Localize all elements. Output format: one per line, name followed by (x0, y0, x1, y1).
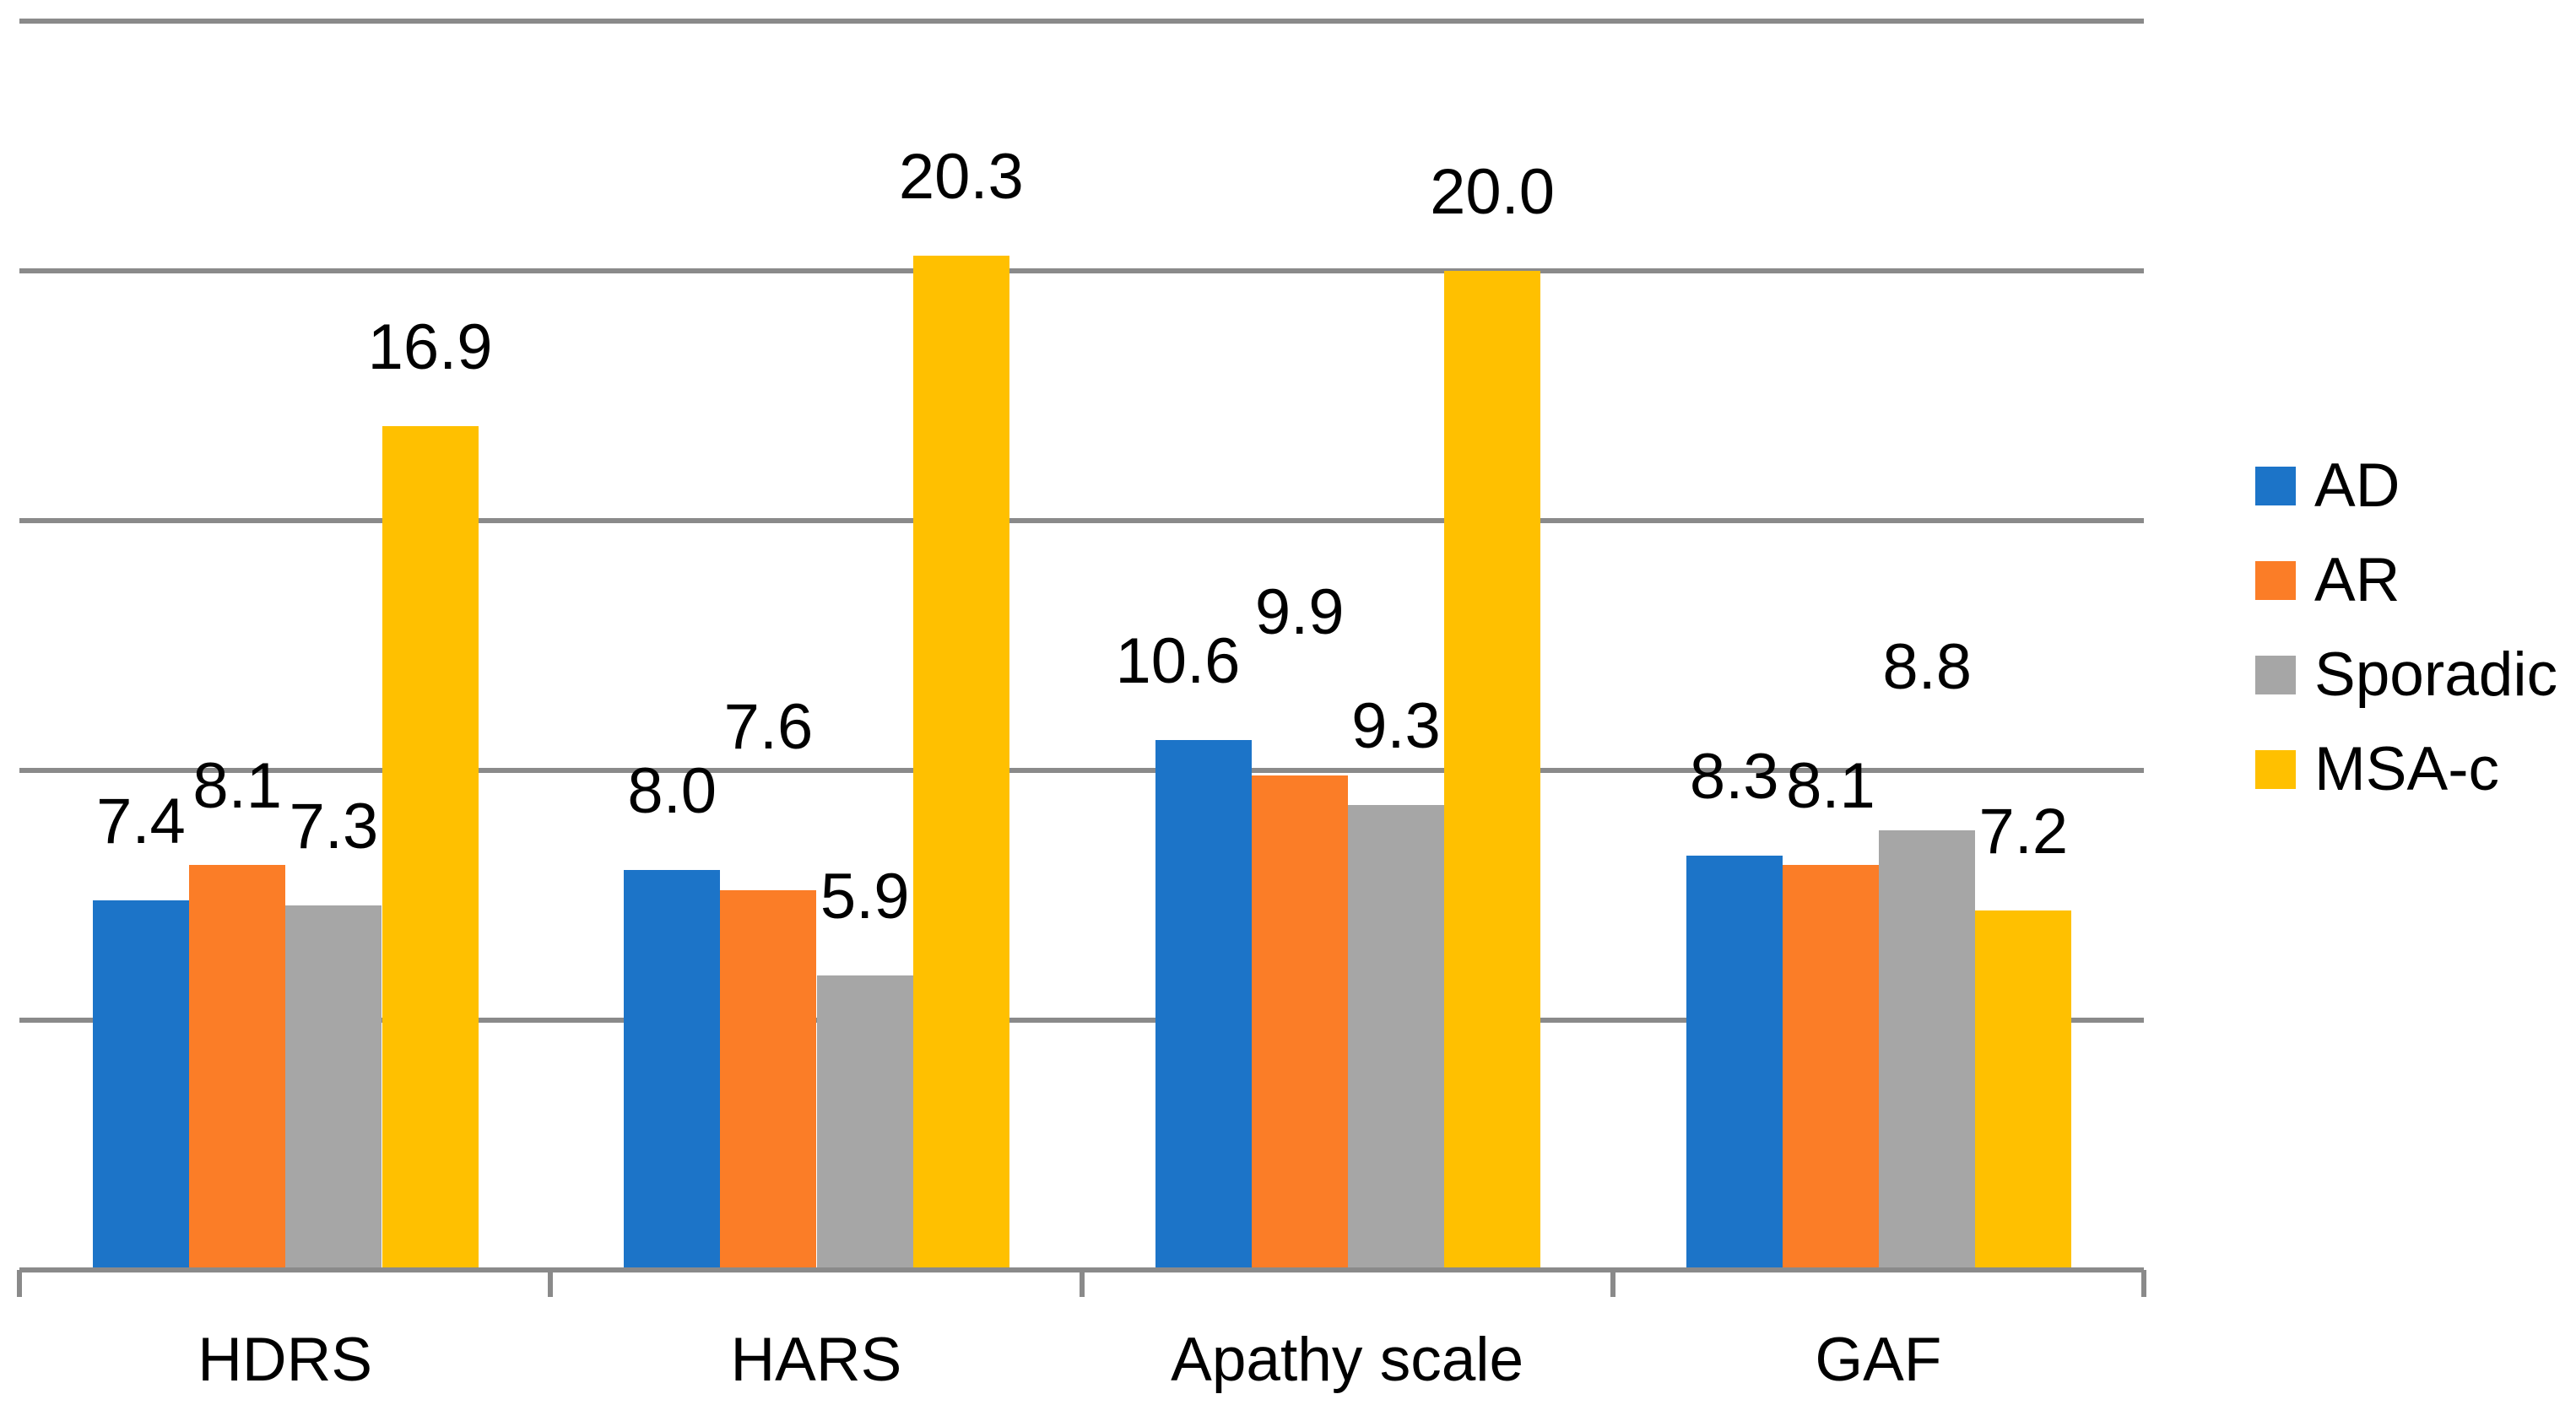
gridline-15 (19, 518, 2144, 523)
legend-swatch-ar (2255, 561, 2296, 600)
category-label-hdrs: HDRS (198, 1326, 373, 1394)
legend-item-msa-c: MSA-c (2255, 735, 2557, 803)
data-label-ar-hars: 7.6 (723, 691, 814, 764)
data-label-ar-apathy-scale: 9.9 (1254, 575, 1345, 648)
data-label-msa-c-gaf: 7.2 (1978, 795, 2069, 867)
data-label-ad-hdrs: 7.4 (96, 785, 186, 857)
legend-item-ar: AR (2255, 546, 2557, 614)
data-label-ad-hars: 8.0 (627, 755, 717, 828)
bar-msa-c-hars (912, 256, 1009, 1270)
bar-sporadic-hars (816, 975, 913, 1270)
bar-sporadic-apathy-scale (1347, 805, 1444, 1270)
axis-tick (1610, 1270, 1615, 1297)
bar-sporadic-gaf (1879, 830, 1976, 1270)
data-label-msa-c-hars: 20.3 (898, 141, 1024, 213)
legend-swatch-sporadic (2255, 656, 2296, 694)
data-label-ar-gaf: 8.1 (1786, 750, 1875, 823)
legend: AD AR Sporadic MSA-c (2255, 451, 2558, 803)
bar-msa-c-apathy-scale (1444, 271, 1541, 1270)
legend-label-ad: AD (2314, 451, 2400, 520)
legend-swatch-msa-c (2255, 750, 2296, 789)
category-label-apathy-scale: Apathy scale (1171, 1326, 1524, 1394)
bar-msa-c-hdrs (382, 425, 479, 1270)
bar-ad-hdrs (93, 900, 189, 1270)
data-label-ad-gaf: 8.3 (1689, 740, 1779, 813)
legend-label-msa-c: MSA-c (2314, 735, 2499, 803)
gridline-10 (19, 768, 2144, 773)
bar-ad-apathy-scale (1155, 740, 1252, 1270)
data-label-msa-c-apathy-scale: 20.0 (1430, 156, 1556, 228)
bar-ar-hdrs (189, 865, 286, 1270)
data-label-ar-hdrs: 8.1 (192, 750, 283, 823)
axis-tick (1079, 1270, 1085, 1297)
bar-ad-gaf (1686, 855, 1783, 1270)
bar-msa-c-gaf (1975, 910, 2072, 1270)
axis-tick (17, 1270, 22, 1297)
legend-item-ad: AD (2255, 451, 2557, 520)
bar-ar-gaf (1782, 865, 1879, 1270)
data-label-sporadic-apathy-scale: 9.3 (1351, 690, 1441, 763)
gridline-5 (19, 1018, 2144, 1023)
data-label-sporadic-hars: 5.9 (820, 860, 910, 932)
bar-ad-hars (624, 870, 721, 1270)
legend-label-ar: AR (2314, 546, 2400, 614)
bar-sporadic-hdrs (285, 905, 382, 1270)
data-label-msa-c-hdrs: 16.9 (367, 311, 493, 383)
category-label-hars: HARS (730, 1326, 902, 1394)
legend-swatch-ad (2255, 467, 2296, 505)
bar-ar-hars (720, 890, 817, 1270)
gridline-20 (19, 268, 2144, 273)
legend-item-sporadic: Sporadic (2255, 640, 2558, 709)
axis-tick (548, 1270, 554, 1297)
data-label-ad-apathy-scale: 10.6 (1115, 625, 1241, 698)
legend-label-sporadic: Sporadic (2314, 640, 2558, 709)
category-label-gaf: GAF (1815, 1326, 1942, 1394)
data-label-sporadic-gaf: 8.8 (1882, 631, 1972, 704)
gridline-25 (19, 19, 2144, 24)
axis-tick (2141, 1270, 2146, 1297)
data-label-sporadic-hdrs: 7.3 (289, 790, 379, 862)
bar-ar-apathy-scale (1251, 775, 1348, 1270)
